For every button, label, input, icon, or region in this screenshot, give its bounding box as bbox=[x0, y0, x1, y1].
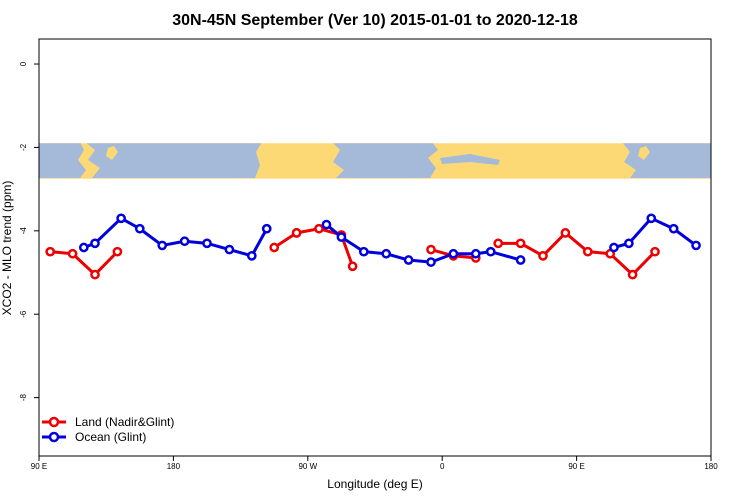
x-axis-label: Longitude (deg E) bbox=[327, 477, 422, 491]
legend-swatch-ocean-marker bbox=[48, 431, 60, 443]
data-point bbox=[515, 238, 526, 249]
data-point bbox=[470, 248, 481, 259]
map-ocean-region bbox=[623, 143, 711, 178]
data-point bbox=[269, 242, 280, 253]
legend-swatch-land-marker bbox=[48, 416, 60, 428]
data-point bbox=[157, 240, 168, 251]
series-ocean bbox=[78, 213, 701, 267]
series-line bbox=[83, 216, 269, 258]
map-ocean-region bbox=[333, 143, 438, 178]
data-point bbox=[314, 223, 324, 234]
data-point bbox=[45, 246, 56, 257]
data-point bbox=[560, 228, 571, 238]
legend-label-land: Land (Nadir&Glint) bbox=[75, 415, 174, 429]
data-point bbox=[112, 246, 123, 257]
series-line bbox=[325, 223, 522, 264]
x-tick-label: 90 E bbox=[31, 462, 47, 471]
data-point bbox=[78, 242, 89, 253]
data-point bbox=[515, 255, 526, 265]
legend: Land (Nadir&Glint) Ocean (Glint) bbox=[42, 415, 174, 444]
y-axis-label: XCO2 - MLO trend (ppm) bbox=[0, 181, 14, 316]
data-point bbox=[179, 236, 190, 247]
data-point bbox=[493, 238, 504, 249]
plot-frame bbox=[38, 38, 712, 457]
data-point bbox=[582, 246, 593, 257]
map-ocean-region bbox=[39, 143, 86, 178]
data-point bbox=[224, 244, 235, 255]
data-point bbox=[116, 213, 126, 224]
data-point bbox=[646, 213, 657, 224]
data-point bbox=[261, 223, 272, 234]
y-axis: 0 -2 -4 -6 -8 bbox=[19, 61, 39, 401]
data-point bbox=[202, 238, 212, 249]
data-point bbox=[538, 250, 548, 261]
map-island bbox=[106, 146, 118, 160]
map-ocean-region bbox=[86, 143, 262, 178]
data-point bbox=[691, 240, 701, 251]
y-tick-label: -8 bbox=[19, 394, 28, 402]
data-point bbox=[448, 248, 459, 259]
data-point bbox=[624, 238, 634, 249]
x-tick-label: 90 E bbox=[568, 462, 584, 471]
data-point bbox=[650, 246, 660, 257]
x-tick-label: 180 bbox=[704, 462, 718, 471]
x-tick-label: 180 bbox=[167, 462, 181, 471]
y-tick-label: -2 bbox=[19, 143, 28, 151]
map-ocean-region bbox=[440, 154, 500, 165]
data-point bbox=[134, 223, 145, 234]
y-tick-label: -4 bbox=[19, 227, 28, 235]
legend-label-ocean: Ocean (Glint) bbox=[75, 430, 146, 444]
series-layer bbox=[45, 213, 701, 280]
data-point bbox=[426, 257, 436, 267]
x-tick-label: 90 W bbox=[298, 462, 317, 471]
series-line bbox=[50, 250, 119, 277]
data-point bbox=[609, 242, 619, 253]
data-point bbox=[67, 248, 78, 259]
data-point bbox=[358, 246, 369, 257]
data-point bbox=[90, 238, 100, 249]
data-point bbox=[246, 250, 257, 261]
x-axis: 90 E 180 90 W 0 90 E 180 bbox=[31, 456, 718, 471]
y-tick-label: -6 bbox=[19, 310, 28, 318]
data-point bbox=[347, 261, 358, 272]
world-map-band bbox=[39, 143, 711, 179]
data-point bbox=[336, 232, 347, 242]
data-point bbox=[291, 228, 302, 238]
data-point bbox=[627, 269, 638, 280]
data-point bbox=[668, 223, 679, 234]
x-tick-label: 0 bbox=[440, 462, 445, 471]
data-point bbox=[485, 246, 496, 257]
data-point bbox=[403, 255, 414, 265]
data-point bbox=[321, 219, 332, 230]
data-point bbox=[90, 269, 100, 280]
y-tick-label: 0 bbox=[19, 61, 28, 66]
data-point bbox=[426, 244, 436, 255]
data-point bbox=[381, 248, 392, 259]
chart-title: 30N-45N September (Ver 10) 2015-01-01 to… bbox=[172, 12, 578, 29]
map-island bbox=[638, 146, 650, 160]
